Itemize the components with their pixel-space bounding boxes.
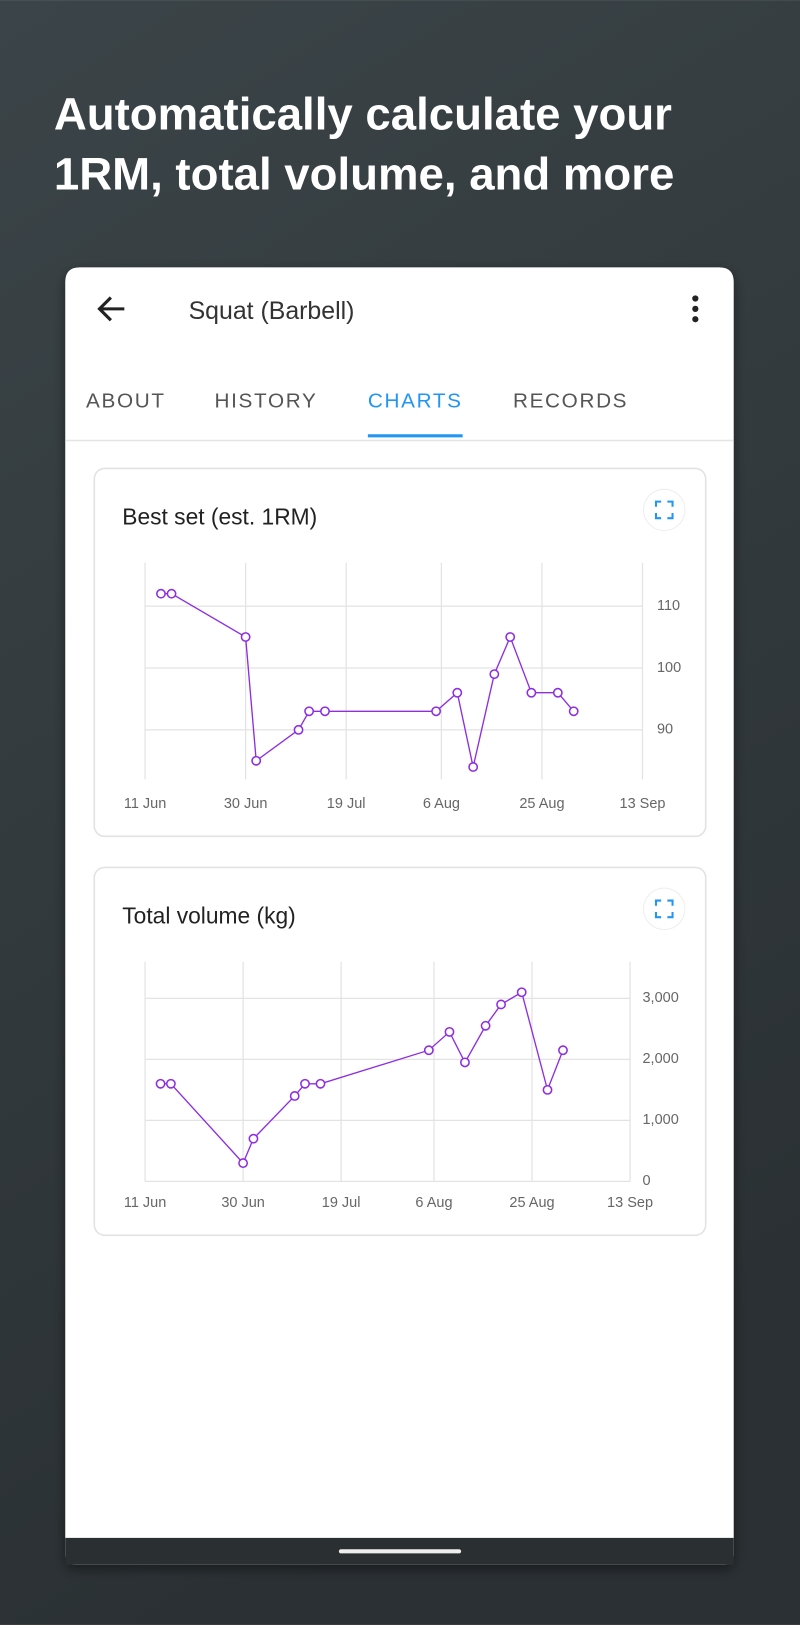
- y-tick-label: 100: [657, 660, 681, 676]
- data-point: [165, 1078, 176, 1089]
- tab[interactable]: HISTORY: [215, 389, 318, 412]
- expand-icon: [654, 500, 674, 520]
- data-point: [315, 1078, 326, 1089]
- data-point: [496, 999, 506, 1010]
- data-point: [558, 1045, 568, 1056]
- data-point: [304, 706, 315, 717]
- data-point: [480, 1020, 491, 1031]
- expand-button[interactable]: [643, 887, 686, 931]
- data-point: [248, 1133, 259, 1144]
- data-point: [468, 762, 479, 772]
- data-point: [526, 687, 537, 698]
- x-tick-label: 25 Aug: [519, 796, 564, 812]
- tab[interactable]: CHARTS: [368, 389, 463, 412]
- data-point: [423, 1045, 434, 1056]
- y-tick-label: 3,000: [642, 990, 678, 1006]
- headline: 1RM, total volume, and more: [54, 149, 674, 200]
- x-tick-label: 11 Jun: [124, 1195, 166, 1211]
- data-point: [156, 588, 166, 599]
- y-tick-label: 110: [657, 598, 680, 614]
- chart-card: [93, 866, 707, 1237]
- data-point: [238, 1158, 249, 1169]
- chart-title: Best set (est. 1RM): [122, 503, 317, 529]
- data-point: [444, 1026, 455, 1037]
- back-button[interactable]: [97, 296, 125, 322]
- headline: Automatically calculate your: [54, 89, 672, 140]
- x-tick-label: 30 Jun: [221, 1195, 265, 1211]
- tab[interactable]: ABOUT: [86, 389, 166, 412]
- data-point: [289, 1091, 300, 1101]
- data-point: [516, 987, 527, 998]
- data-point: [568, 706, 579, 717]
- data-point: [552, 687, 563, 698]
- data-point: [300, 1078, 310, 1089]
- data-point: [452, 687, 463, 698]
- x-tick-label: 25 Aug: [509, 1195, 554, 1211]
- x-tick-label: 19 Jul: [322, 1195, 361, 1211]
- tab-indicator: [367, 434, 463, 438]
- menu-button[interactable]: [692, 295, 699, 323]
- data-point: [505, 632, 516, 642]
- x-tick-label: 6 Aug: [423, 796, 460, 812]
- expand-icon: [654, 899, 674, 919]
- data-point: [293, 724, 304, 735]
- tab[interactable]: RECORDS: [513, 389, 628, 412]
- home-indicator[interactable]: [338, 1549, 462, 1554]
- expand-button[interactable]: [643, 488, 686, 532]
- data-point: [542, 1084, 553, 1095]
- chart-card: [93, 467, 707, 838]
- x-tick-label: 6 Aug: [415, 1195, 452, 1211]
- x-tick-label: 11 Jun: [124, 796, 166, 812]
- app-title: Squat (Barbell): [189, 297, 355, 325]
- data-point: [320, 706, 330, 717]
- y-tick-label: 90: [657, 722, 673, 738]
- data-point: [431, 706, 442, 717]
- data-point: [155, 1078, 166, 1089]
- data-point: [460, 1057, 470, 1068]
- x-tick-label: 19 Jul: [327, 796, 366, 812]
- y-tick-label: 1,000: [642, 1112, 678, 1128]
- data-point: [251, 755, 262, 766]
- data-point: [489, 669, 500, 680]
- chart-title: Total volume (kg): [122, 902, 295, 928]
- y-tick-label: 0: [642, 1173, 650, 1189]
- x-tick-label: 30 Jun: [224, 796, 268, 812]
- data-point: [166, 588, 177, 599]
- data-point: [240, 632, 251, 642]
- x-tick-label: 13 Sep: [620, 796, 666, 812]
- y-tick-label: 2,000: [642, 1051, 678, 1067]
- tab-bar: ABOUT HISTORY CHARTS RECORDS: [86, 389, 628, 438]
- x-tick-label: 13 Sep: [607, 1195, 653, 1211]
